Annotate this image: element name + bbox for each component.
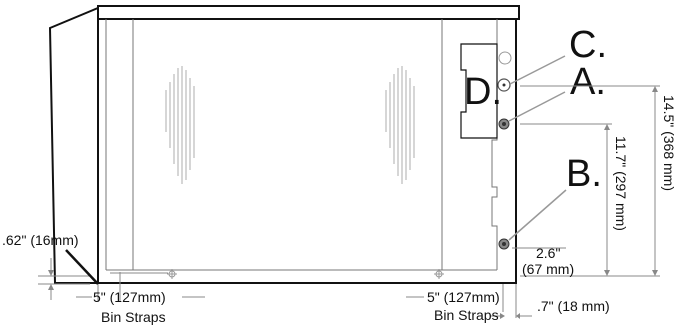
vent-right: [385, 66, 415, 184]
callout-b: B.: [566, 153, 602, 195]
dim-inner-height-label: 11.7" (297 mm): [613, 136, 629, 231]
panel-notched-edge: [491, 19, 498, 270]
dim-total-height: [520, 85, 660, 277]
dim-right-offset-label: .7" (18 mm): [537, 298, 610, 314]
strap-marker-right: [434, 269, 444, 279]
dim-total-height-label: 14.5" (368 mm): [661, 95, 677, 191]
strap-marker-left: [167, 269, 177, 279]
dim-right-strap-distance: 5" (127mm): [427, 289, 500, 305]
mounting-bracket-d: [460, 43, 498, 139]
leader-a: [508, 91, 566, 122]
dim-left-strap-distance: 5" (127mm): [93, 289, 166, 305]
dim-side-offset-value: 2.6": [536, 245, 560, 261]
enclosure-body: [48, 5, 520, 284]
port-top: [498, 51, 512, 65]
leader-b: [508, 189, 567, 241]
enclosure-lid: [97, 5, 520, 20]
enclosure-front-panel: [97, 18, 517, 284]
leader-c: [509, 55, 566, 85]
dim-bottom-offset-label: .62" (16mm): [2, 232, 79, 248]
dim-side-offset-metric: (67 mm): [522, 261, 574, 277]
dim-inner-height: [520, 123, 612, 276]
callout-a: A.: [570, 61, 606, 103]
callout-c: C.: [569, 24, 607, 66]
callout-d: D.: [464, 71, 502, 113]
dim-bottom-offset: [38, 249, 99, 300]
dim-left-strap-label: Bin Straps: [101, 309, 166, 325]
dim-left-strap: [76, 272, 205, 302]
dim-right-strap: [406, 284, 532, 319]
dim-right-strap-label: Bin Straps: [434, 307, 499, 323]
vent-left: [165, 66, 195, 184]
